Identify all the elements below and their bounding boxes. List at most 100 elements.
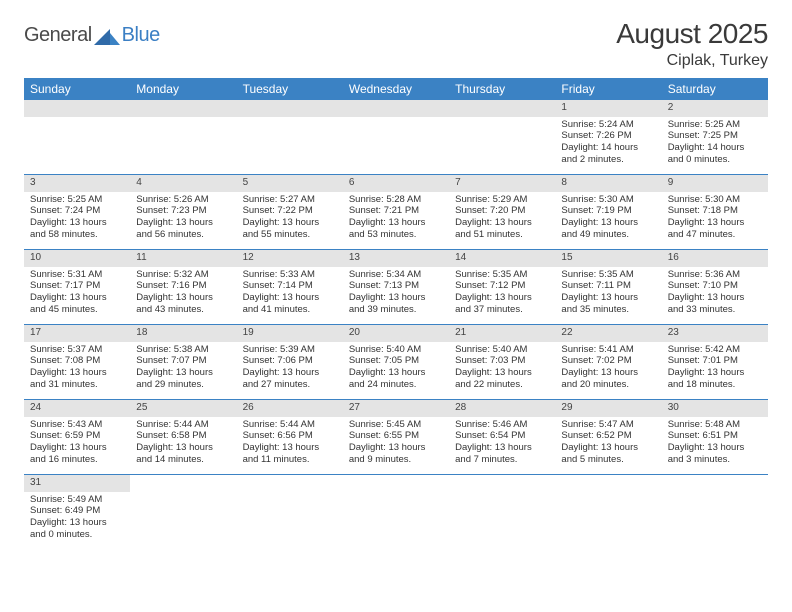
daylight-text: Daylight: 13 hours and 7 minutes. bbox=[455, 442, 549, 466]
daylight-text: Daylight: 13 hours and 41 minutes. bbox=[243, 292, 337, 316]
day-number-cell: 30 bbox=[662, 400, 768, 417]
day-detail-cell bbox=[449, 492, 555, 550]
day-number-cell: 23 bbox=[662, 325, 768, 342]
daylight-text: Daylight: 13 hours and 35 minutes. bbox=[561, 292, 655, 316]
sunrise-text: Sunrise: 5:37 AM bbox=[30, 344, 124, 356]
day-detail-cell: Sunrise: 5:38 AMSunset: 7:07 PMDaylight:… bbox=[130, 342, 236, 400]
sunset-text: Sunset: 6:51 PM bbox=[668, 430, 762, 442]
daylight-text: Daylight: 13 hours and 20 minutes. bbox=[561, 367, 655, 391]
sunset-text: Sunset: 6:56 PM bbox=[243, 430, 337, 442]
sunrise-text: Sunrise: 5:49 AM bbox=[30, 494, 124, 506]
sunset-text: Sunset: 7:26 PM bbox=[561, 130, 655, 142]
sunset-text: Sunset: 7:13 PM bbox=[349, 280, 443, 292]
calendar-page: General Blue August 2025 Ciplak, Turkey … bbox=[0, 0, 792, 568]
sunrise-text: Sunrise: 5:44 AM bbox=[136, 419, 230, 431]
daylight-text: Daylight: 14 hours and 0 minutes. bbox=[668, 142, 762, 166]
day-number-cell: 11 bbox=[130, 250, 236, 267]
day-header: Saturday bbox=[662, 78, 768, 100]
day-number-cell: 10 bbox=[24, 250, 130, 267]
sunset-text: Sunset: 7:16 PM bbox=[136, 280, 230, 292]
daylight-text: Daylight: 13 hours and 31 minutes. bbox=[30, 367, 124, 391]
sunrise-text: Sunrise: 5:30 AM bbox=[668, 194, 762, 206]
day-detail-cell: Sunrise: 5:40 AMSunset: 7:05 PMDaylight:… bbox=[343, 342, 449, 400]
day-number-cell: 1 bbox=[555, 100, 661, 117]
logo-text-general: General bbox=[24, 24, 92, 47]
daylight-text: Daylight: 13 hours and 22 minutes. bbox=[455, 367, 549, 391]
day-detail-cell: Sunrise: 5:44 AMSunset: 6:56 PMDaylight:… bbox=[237, 417, 343, 475]
day-number: 18 bbox=[136, 327, 147, 338]
day-number-cell: 2 bbox=[662, 100, 768, 117]
sunset-text: Sunset: 6:59 PM bbox=[30, 430, 124, 442]
sunrise-text: Sunrise: 5:33 AM bbox=[243, 269, 337, 281]
day-number-cell: 19 bbox=[237, 325, 343, 342]
sunset-text: Sunset: 7:03 PM bbox=[455, 355, 549, 367]
day-number: 29 bbox=[561, 402, 572, 413]
daylight-text: Daylight: 13 hours and 39 minutes. bbox=[349, 292, 443, 316]
day-number-cell bbox=[449, 100, 555, 117]
day-number: 28 bbox=[455, 402, 466, 413]
day-number: 31 bbox=[30, 477, 41, 488]
day-detail-cell bbox=[237, 117, 343, 175]
day-number-cell: 7 bbox=[449, 175, 555, 192]
detail-row: Sunrise: 5:25 AMSunset: 7:24 PMDaylight:… bbox=[24, 192, 768, 250]
logo-text-blue: Blue bbox=[122, 24, 160, 47]
day-detail-cell bbox=[343, 492, 449, 550]
day-detail-cell: Sunrise: 5:46 AMSunset: 6:54 PMDaylight:… bbox=[449, 417, 555, 475]
title-location: Ciplak, Turkey bbox=[616, 52, 768, 70]
daylight-text: Daylight: 13 hours and 11 minutes. bbox=[243, 442, 337, 466]
sunset-text: Sunset: 7:08 PM bbox=[30, 355, 124, 367]
day-number-cell bbox=[555, 475, 661, 492]
daylight-text: Daylight: 13 hours and 27 minutes. bbox=[243, 367, 337, 391]
day-number-cell: 13 bbox=[343, 250, 449, 267]
sunset-text: Sunset: 7:06 PM bbox=[243, 355, 337, 367]
day-detail-cell: Sunrise: 5:36 AMSunset: 7:10 PMDaylight:… bbox=[662, 267, 768, 325]
day-number-cell: 27 bbox=[343, 400, 449, 417]
day-number-cell: 20 bbox=[343, 325, 449, 342]
day-detail-cell: Sunrise: 5:29 AMSunset: 7:20 PMDaylight:… bbox=[449, 192, 555, 250]
daylight-text: Daylight: 13 hours and 43 minutes. bbox=[136, 292, 230, 316]
sunrise-text: Sunrise: 5:25 AM bbox=[30, 194, 124, 206]
day-header: Wednesday bbox=[343, 78, 449, 100]
day-number-cell bbox=[449, 475, 555, 492]
day-detail-cell: Sunrise: 5:42 AMSunset: 7:01 PMDaylight:… bbox=[662, 342, 768, 400]
sunrise-text: Sunrise: 5:36 AM bbox=[668, 269, 762, 281]
day-detail-cell bbox=[237, 492, 343, 550]
day-number: 8 bbox=[561, 177, 567, 188]
day-number-cell: 8 bbox=[555, 175, 661, 192]
daynum-row: 31 bbox=[24, 475, 768, 492]
day-detail-cell: Sunrise: 5:35 AMSunset: 7:12 PMDaylight:… bbox=[449, 267, 555, 325]
sunrise-text: Sunrise: 5:30 AM bbox=[561, 194, 655, 206]
sunrise-text: Sunrise: 5:41 AM bbox=[561, 344, 655, 356]
day-number: 19 bbox=[243, 327, 254, 338]
day-number: 6 bbox=[349, 177, 355, 188]
daylight-text: Daylight: 13 hours and 0 minutes. bbox=[30, 517, 124, 541]
day-detail-cell: Sunrise: 5:32 AMSunset: 7:16 PMDaylight:… bbox=[130, 267, 236, 325]
day-number: 4 bbox=[136, 177, 142, 188]
sunset-text: Sunset: 7:01 PM bbox=[668, 355, 762, 367]
day-number: 13 bbox=[349, 252, 360, 263]
sunset-text: Sunset: 6:58 PM bbox=[136, 430, 230, 442]
sunset-text: Sunset: 6:55 PM bbox=[349, 430, 443, 442]
day-number-cell: 28 bbox=[449, 400, 555, 417]
sunset-text: Sunset: 7:25 PM bbox=[668, 130, 762, 142]
day-number: 23 bbox=[668, 327, 679, 338]
day-number: 7 bbox=[455, 177, 461, 188]
day-header: Sunday bbox=[24, 78, 130, 100]
sunset-text: Sunset: 7:12 PM bbox=[455, 280, 549, 292]
sunset-text: Sunset: 7:23 PM bbox=[136, 205, 230, 217]
sunrise-text: Sunrise: 5:46 AM bbox=[455, 419, 549, 431]
day-number-cell bbox=[662, 475, 768, 492]
sunrise-text: Sunrise: 5:29 AM bbox=[455, 194, 549, 206]
day-detail-cell: Sunrise: 5:39 AMSunset: 7:06 PMDaylight:… bbox=[237, 342, 343, 400]
daylight-text: Daylight: 13 hours and 45 minutes. bbox=[30, 292, 124, 316]
day-number: 17 bbox=[30, 327, 41, 338]
day-number-cell: 14 bbox=[449, 250, 555, 267]
day-number-cell bbox=[24, 100, 130, 117]
daylight-text: Daylight: 13 hours and 37 minutes. bbox=[455, 292, 549, 316]
sunrise-text: Sunrise: 5:24 AM bbox=[561, 119, 655, 131]
day-number-cell: 17 bbox=[24, 325, 130, 342]
day-detail-cell bbox=[449, 117, 555, 175]
page-header: General Blue August 2025 Ciplak, Turkey bbox=[24, 18, 768, 70]
day-number-cell bbox=[237, 100, 343, 117]
day-number-cell: 16 bbox=[662, 250, 768, 267]
